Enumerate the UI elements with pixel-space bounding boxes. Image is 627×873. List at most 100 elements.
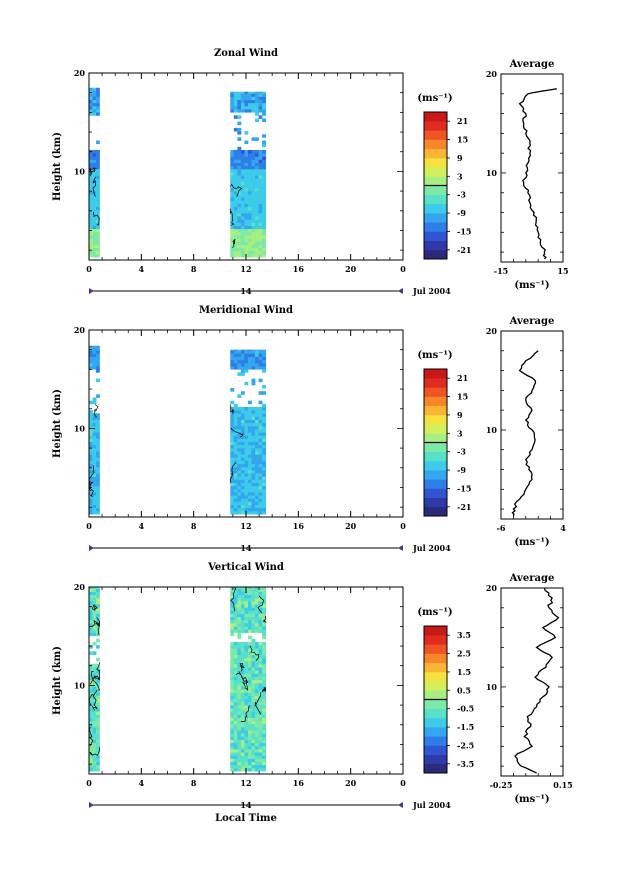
heatmap-cell (240, 682, 245, 687)
heatmap-cell (262, 651, 267, 655)
heatmap-cell (230, 102, 235, 107)
heatmap-cell (92, 435, 97, 439)
heatmap-cell (262, 353, 267, 357)
heatmap-cell (258, 663, 263, 668)
heatmap-cell (255, 676, 259, 681)
heatmap-cell (96, 591, 100, 596)
heatmap-cell (258, 648, 263, 652)
contour-line (90, 671, 100, 691)
heatmap-cell (237, 623, 242, 627)
heatmap-cell (251, 416, 256, 420)
heatmap-cell (258, 626, 263, 630)
heatmap-cell (251, 613, 256, 618)
heatmap-cell (233, 359, 238, 364)
heatmap-cell (96, 203, 100, 208)
heatmap-cell (244, 476, 249, 480)
heatmap-cell (96, 626, 100, 630)
heatmap-cell (92, 641, 97, 646)
heatmap-cell (247, 244, 252, 248)
heatmap-cell (96, 695, 100, 700)
heatmap-cell (262, 206, 267, 211)
heatmap-cell (89, 726, 93, 731)
heatmap-cell (262, 175, 267, 179)
heatmap-cells (88, 345, 267, 515)
heatmap-cell (240, 406, 245, 411)
heatmap-cell (92, 720, 97, 725)
heatmap-cell (258, 451, 263, 455)
heatmap-cell (258, 469, 263, 474)
heatmap-cell (240, 473, 245, 477)
average-y-tick-label: 10 (486, 168, 498, 178)
heatmap-cell (89, 244, 93, 248)
heatmap-cell (89, 444, 93, 449)
heatmap-cell (233, 247, 238, 252)
heatmap-cell (230, 362, 235, 367)
heatmap-cell (247, 749, 252, 753)
heatmap-cell (247, 600, 252, 605)
heatmap-cell (247, 689, 252, 693)
heatmap-cell (258, 610, 263, 614)
heatmap-cell (89, 626, 93, 630)
heatmap-cell (233, 153, 238, 157)
heatmap-cell (258, 745, 263, 750)
heatmap-cell (237, 717, 242, 722)
heatmap-cell (237, 764, 242, 769)
heatmap-cell (233, 701, 238, 706)
heatmap-cell (237, 682, 242, 687)
heatmap-cell (251, 378, 256, 383)
heatmap-cell (233, 641, 238, 646)
heatmap-cell (230, 222, 235, 226)
colorbar-band (424, 488, 447, 498)
heatmap-cell (89, 168, 93, 173)
heatmap-cell (230, 181, 235, 186)
heatmap-cell (262, 670, 267, 674)
heatmap-cell (247, 623, 252, 627)
contour-line (229, 404, 235, 414)
heatmap-cell (244, 698, 249, 703)
heatmap-cell (251, 410, 256, 414)
x-tick-label: 20 (345, 778, 357, 788)
heatmap-cell (96, 200, 100, 204)
heatmap-cell (255, 648, 259, 652)
heatmap-cell (240, 250, 245, 255)
heatmap-cell (262, 112, 267, 116)
heatmap-cell (237, 660, 242, 665)
colorbar-tick-label: 15 (457, 392, 468, 402)
heatmap-cell (237, 105, 242, 110)
heatmap-cell (255, 222, 259, 226)
contour-line (229, 183, 243, 197)
heatmap-cell (258, 400, 263, 405)
colorbar-band (424, 727, 447, 737)
heatmap-cell (240, 369, 245, 373)
heatmap-cell (251, 406, 256, 411)
heatmap-cell (233, 435, 238, 439)
heatmap-cell (89, 400, 93, 405)
heatmap-cell (89, 454, 93, 458)
average-frame (500, 587, 564, 777)
heatmap-cell (233, 679, 238, 684)
heatmap-cell (255, 425, 259, 430)
heatmap-cell (244, 225, 249, 230)
heatmap-cell (230, 253, 235, 258)
heatmap-cell (255, 194, 259, 198)
colorbar-tick-label: -1.5 (457, 722, 474, 732)
heatmap-cell (262, 657, 267, 662)
heatmap-cell (251, 482, 256, 487)
heatmap-cell (233, 663, 238, 668)
heatmap-cell (92, 175, 97, 179)
heatmap-cell (262, 194, 267, 198)
heatmap-cell (244, 156, 249, 160)
heatmap-cell (255, 679, 259, 684)
heatmap-cell (258, 410, 263, 414)
heatmap-cell (233, 356, 238, 361)
heatmap-cell (258, 657, 263, 662)
average-x-tick-label: 15 (557, 266, 568, 276)
heatmap-cell (240, 349, 245, 351)
heatmap-cell (247, 190, 252, 195)
heatmap-cell (258, 93, 263, 97)
heatmap-cell (89, 720, 93, 725)
heatmap-cell (240, 391, 245, 395)
heatmap-cell (251, 96, 256, 100)
heatmap-cell (92, 222, 97, 226)
heatmap-cell (237, 736, 242, 740)
